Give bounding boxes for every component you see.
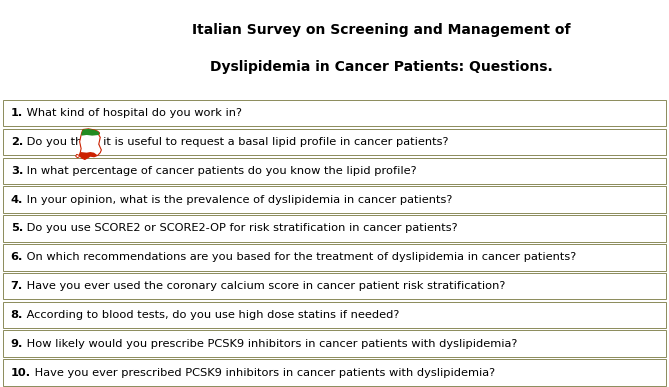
FancyBboxPatch shape bbox=[3, 244, 666, 271]
Text: According to blood tests, do you use high dose statins if needed?: According to blood tests, do you use hig… bbox=[23, 310, 399, 320]
FancyBboxPatch shape bbox=[3, 128, 666, 155]
Text: Do you think it is useful to request a basal lipid profile in cancer patients?: Do you think it is useful to request a b… bbox=[23, 137, 448, 147]
Polygon shape bbox=[81, 129, 100, 136]
FancyBboxPatch shape bbox=[3, 215, 666, 241]
Text: 1.: 1. bbox=[11, 108, 23, 118]
FancyBboxPatch shape bbox=[3, 186, 666, 213]
Text: Dyslipidemia in Cancer Patients: Questions.: Dyslipidemia in Cancer Patients: Questio… bbox=[210, 60, 553, 74]
Text: 8.: 8. bbox=[11, 310, 23, 320]
FancyBboxPatch shape bbox=[3, 158, 666, 184]
Text: 7.: 7. bbox=[11, 281, 23, 291]
Text: 2.: 2. bbox=[11, 137, 23, 147]
Text: 10.: 10. bbox=[11, 368, 31, 378]
Text: Have you ever used the coronary calcium score in cancer patient risk stratificat: Have you ever used the coronary calcium … bbox=[23, 281, 505, 291]
FancyBboxPatch shape bbox=[3, 302, 666, 328]
Text: On which recommendations are you based for the treatment of dyslipidemia in canc: On which recommendations are you based f… bbox=[23, 252, 576, 262]
Text: 5.: 5. bbox=[11, 223, 23, 233]
Text: 6.: 6. bbox=[11, 252, 23, 262]
Text: In your opinion, what is the prevalence of dyslipidemia in cancer patients?: In your opinion, what is the prevalence … bbox=[23, 195, 452, 205]
Text: 9.: 9. bbox=[11, 339, 23, 349]
Polygon shape bbox=[80, 129, 102, 159]
Text: 4.: 4. bbox=[11, 195, 23, 205]
Text: Italian Survey on Screening and Management of: Italian Survey on Screening and Manageme… bbox=[192, 22, 571, 37]
Polygon shape bbox=[80, 152, 98, 159]
Polygon shape bbox=[76, 154, 80, 158]
FancyBboxPatch shape bbox=[3, 359, 666, 386]
Text: 3.: 3. bbox=[11, 166, 23, 176]
Text: In what percentage of cancer patients do you know the lipid profile?: In what percentage of cancer patients do… bbox=[23, 166, 417, 176]
FancyBboxPatch shape bbox=[3, 330, 666, 357]
Text: How likely would you prescribe PCSK9 inhibitors in cancer patients with dyslipid: How likely would you prescribe PCSK9 inh… bbox=[23, 339, 517, 349]
Text: What kind of hospital do you work in?: What kind of hospital do you work in? bbox=[23, 108, 242, 118]
Text: Have you ever prescribed PCSK9 inhibitors in cancer patients with dyslipidemia?: Have you ever prescribed PCSK9 inhibitor… bbox=[31, 368, 495, 378]
FancyBboxPatch shape bbox=[3, 100, 666, 126]
FancyBboxPatch shape bbox=[3, 273, 666, 300]
Text: Do you use SCORE2 or SCORE2-OP for risk stratification in cancer patients?: Do you use SCORE2 or SCORE2-OP for risk … bbox=[23, 223, 458, 233]
